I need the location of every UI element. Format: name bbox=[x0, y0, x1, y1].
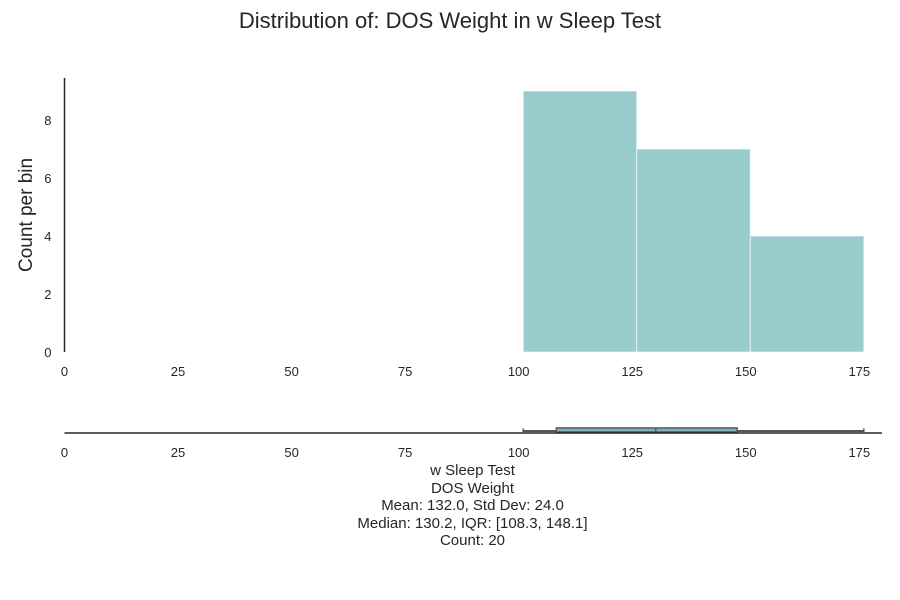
y-tick-label: 2 bbox=[44, 287, 51, 302]
x-tick-label: 100 bbox=[508, 364, 530, 379]
stats-count: Count: 20 bbox=[439, 532, 506, 549]
y-axis-label: Count per bin bbox=[16, 158, 37, 272]
stats-group: w Sleep Test bbox=[430, 462, 515, 479]
box-plot-axes: 0 25 50 75 100 125 150 175 bbox=[61, 432, 882, 460]
chart-title: Distribution of: DOS Weight in w Sleep T… bbox=[238, 8, 662, 33]
y-tick-label: 4 bbox=[44, 229, 51, 244]
x-tick-label: 150 bbox=[735, 364, 757, 379]
box-x-tick-label: 50 bbox=[284, 445, 298, 460]
histogram-bars bbox=[522, 90, 865, 353]
box-x-tick-label: 100 bbox=[508, 445, 530, 460]
box-iqr bbox=[555, 427, 738, 433]
y-tick-label: 0 bbox=[44, 345, 51, 360]
histogram-bar-0 bbox=[522, 90, 638, 353]
stats-variable: DOS Weight bbox=[430, 479, 515, 497]
box-x-tick-label: 25 bbox=[171, 445, 185, 460]
histogram-bar-2 bbox=[749, 235, 865, 353]
stats-summary: w Sleep Test DOS Weight Mean: 132.0, Std… bbox=[0, 462, 900, 550]
x-tick-label: 25 bbox=[171, 364, 185, 379]
x-tick-label: 125 bbox=[621, 364, 643, 379]
x-tick-label: 175 bbox=[848, 364, 870, 379]
histogram-axes: 0 2 4 6 8 0 25 50 75 100 125 150 175 bbox=[44, 78, 870, 379]
box-x-tick-label: 150 bbox=[735, 445, 757, 460]
box-plot bbox=[522, 427, 865, 433]
box-x-tick-label: 75 bbox=[398, 445, 412, 460]
y-tick-label: 8 bbox=[44, 113, 51, 128]
box-x-tick-label: 175 bbox=[848, 445, 870, 460]
box-x-tick-label: 0 bbox=[61, 445, 68, 460]
histogram-bar-1 bbox=[636, 148, 751, 353]
x-tick-label: 75 bbox=[398, 364, 412, 379]
y-tick-label: 6 bbox=[44, 171, 51, 186]
box-x-tick-label: 125 bbox=[621, 445, 643, 460]
stats-mean-std: Mean: 132.0, Std Dev: 24.0 bbox=[381, 497, 564, 514]
stats-median-iqr: Median: 130.2, IQR: [108.3, 148.1] bbox=[357, 514, 588, 532]
x-tick-label: 0 bbox=[61, 364, 68, 379]
x-tick-label: 50 bbox=[284, 364, 298, 379]
